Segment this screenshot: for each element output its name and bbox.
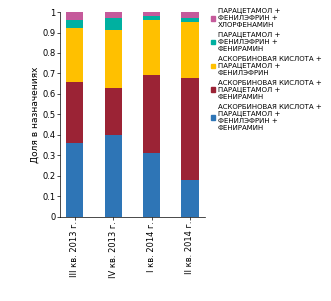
Bar xyxy=(143,76,160,153)
Bar xyxy=(181,18,199,22)
Bar xyxy=(105,12,122,18)
Bar xyxy=(143,16,160,20)
Bar xyxy=(181,78,199,180)
Bar xyxy=(66,82,83,143)
Bar xyxy=(105,30,122,88)
Bar xyxy=(105,135,122,217)
Bar xyxy=(181,180,199,217)
Bar xyxy=(143,20,160,76)
Bar xyxy=(143,153,160,217)
Bar xyxy=(181,22,199,78)
Bar xyxy=(105,88,122,135)
Bar xyxy=(105,18,122,30)
Y-axis label: Доля в назначениях: Доля в назначениях xyxy=(30,66,39,163)
Bar xyxy=(143,12,160,16)
Bar xyxy=(181,12,199,18)
Bar xyxy=(66,143,83,217)
Bar xyxy=(66,20,83,28)
Bar xyxy=(66,12,83,20)
Legend: ПАРАЦЕТАМОЛ +
ФЕНИЛЭФРИН +
ХЛОРФЕНАМИН, ПАРАЦЕТАМОЛ +
ФЕНИЛЭФРИН +
ФЕНИРАМИН, АС: ПАРАЦЕТАМОЛ + ФЕНИЛЭФРИН + ХЛОРФЕНАМИН, … xyxy=(211,8,321,131)
Bar xyxy=(66,28,83,82)
